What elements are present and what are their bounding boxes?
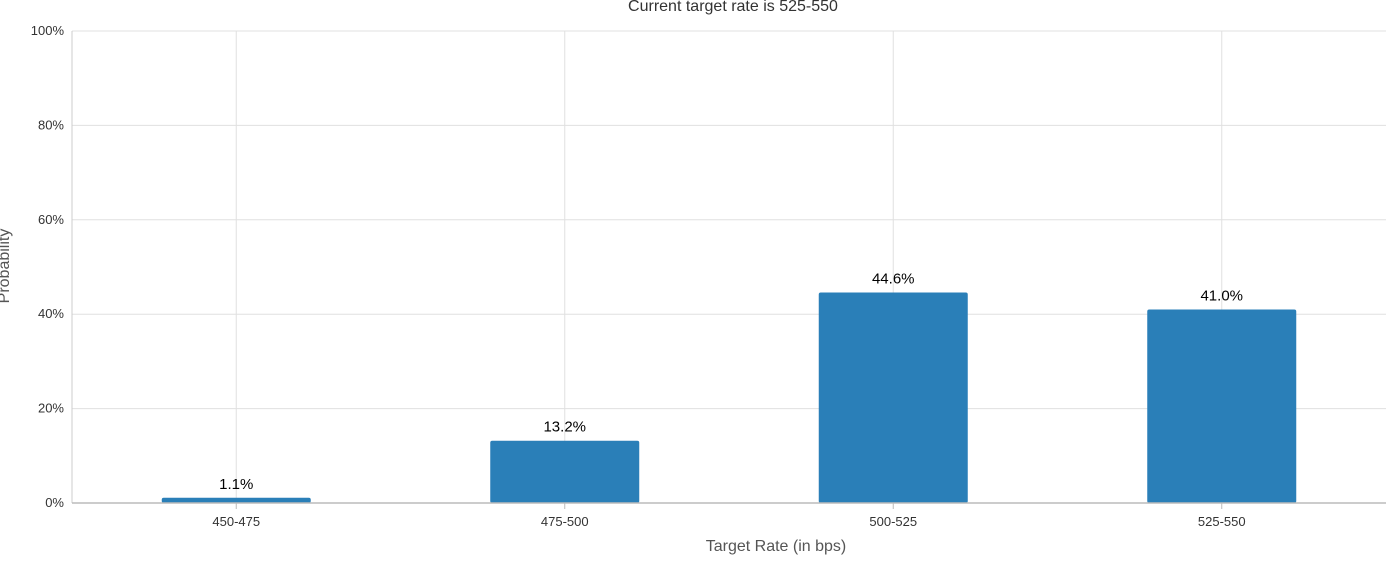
data-label: 44.6% <box>872 270 915 287</box>
y-tick-label: 0% <box>45 495 64 510</box>
x-axis-title: Target Rate (in bps) <box>706 538 847 555</box>
data-label: 41.0% <box>1200 287 1243 304</box>
y-axis-title: Probability <box>0 229 13 304</box>
x-tick-label: 500-525 <box>869 514 917 529</box>
y-tick-label: 20% <box>38 401 64 416</box>
data-label: 1.1% <box>219 476 253 493</box>
bar-450-475[interactable] <box>161 497 311 503</box>
y-tick-label: 80% <box>38 117 64 132</box>
chart-title: Current target rate is 525-550 <box>628 0 838 15</box>
x-tick-label: 525-550 <box>1198 514 1246 529</box>
y-tick-label: 40% <box>38 306 64 321</box>
x-tick-label: 450-475 <box>212 514 260 529</box>
bar-500-525[interactable] <box>818 292 968 503</box>
data-label: 13.2% <box>543 419 586 436</box>
x-tick-label: 475-500 <box>541 514 589 529</box>
bar-layer <box>161 292 1297 503</box>
axis-layer <box>71 31 1386 509</box>
label-layer: 0% 20% 40% 60% 80% 100% 1.1% 450-475 13.2% 475-50… <box>31 23 1246 529</box>
bar-475-500[interactable] <box>490 440 640 503</box>
y-tick-label: 60% <box>38 212 64 227</box>
bar-525-550[interactable] <box>1147 309 1297 503</box>
y-tick-label: 100% <box>31 23 65 38</box>
